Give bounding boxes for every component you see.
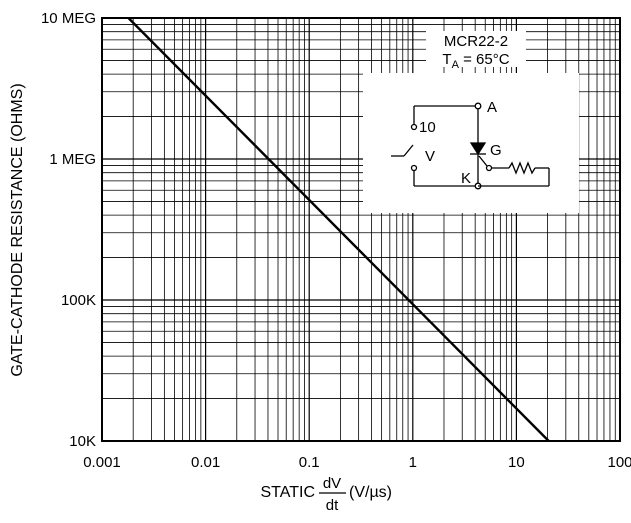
legend-label-background	[426, 31, 526, 67]
circuit-diagram	[391, 102, 550, 190]
x-tick-labels: 0.001 0.01 0.1 1 10 100	[83, 454, 631, 471]
x-tick-label: 0.1	[299, 454, 320, 471]
anode-label: A	[487, 99, 497, 116]
x-tick-label: 1	[409, 454, 417, 471]
resistor-icon	[508, 161, 536, 175]
x-axis-unit: (V/µs)	[349, 484, 392, 501]
x-tick-label: 0.001	[83, 454, 121, 471]
x-tick-label: 10	[508, 454, 525, 471]
y-tick-label: 10K	[69, 433, 96, 450]
x-axis-denominator: dt	[326, 497, 339, 514]
plot-grid	[101, 18, 620, 442]
source-label: 10	[419, 119, 436, 136]
x-axis-prefix: STATIC	[260, 484, 315, 501]
x-axis-numerator: dV	[323, 475, 341, 492]
cathode-label: K	[461, 170, 471, 187]
y-tick-label: 10 MEG	[41, 10, 96, 27]
x-axis-title: STATIC dV dt (V/µs)	[260, 475, 392, 514]
x-tick-label: 100	[607, 454, 631, 471]
y-tick-label: 1 MEG	[49, 151, 96, 168]
series-layer	[127, 17, 550, 442]
plot-frame	[101, 17, 621, 442]
y-tick-label: 100K	[61, 292, 96, 309]
circuit-labels: A 10 V G K	[419, 99, 502, 187]
voltage-label: V	[425, 148, 435, 165]
device-label: MCR22-2	[444, 33, 508, 50]
y-axis-title: GATE-CATHODE RESISTANCE (OHMS)	[9, 83, 26, 376]
y-tick-labels: 10K 100K 1 MEG 10 MEG	[41, 10, 96, 450]
temperature-label: TA = 65°C	[442, 51, 509, 71]
series-line-0	[127, 17, 550, 442]
x-tick-label: 0.01	[191, 454, 220, 471]
thyristor-icon	[469, 142, 487, 156]
gate-label: G	[490, 142, 502, 159]
